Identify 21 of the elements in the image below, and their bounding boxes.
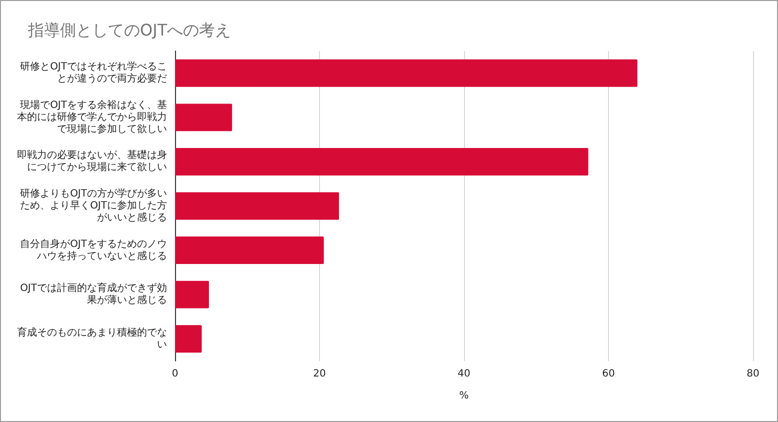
chart-title: 指導側としてのOJTへの考え <box>27 20 232 40</box>
bar <box>175 236 324 264</box>
bar <box>175 325 202 353</box>
bar <box>175 148 588 176</box>
y-tick-label: 研修とOJTではそれぞれ学べることが違うので両方必要だ <box>20 60 167 85</box>
x-axis-title: % <box>459 390 469 402</box>
x-tick-label: 80 <box>746 368 760 380</box>
y-tick-label: 即戦力の必要はないが、基礎は身につけてから現場に来て欲しい <box>17 149 167 174</box>
y-tick-label: 研修よりもOJTの方が学びが多いため、より早くOJTに参加した方がいいと感じる <box>20 188 167 224</box>
x-tick-label: 0 <box>172 368 178 380</box>
y-tick-label: 現場でOJTをする余裕はなく、基本的には研修で学んでから即戦力で現場に参加して欲しい <box>17 98 167 135</box>
x-tick-label: 40 <box>458 368 470 380</box>
y-tick-label: OJTでは計画的な育成ができず効果が薄いと感じる <box>20 282 167 306</box>
x-tick-label: 20 <box>313 368 326 380</box>
bar <box>175 59 638 87</box>
x-tick-label: 60 <box>602 368 615 380</box>
bar <box>175 192 340 220</box>
y-tick-label: 自分自身がOJTをするためのノウハウを持っていないと感じる <box>20 238 167 262</box>
bar <box>175 104 232 132</box>
y-tick-label: 育成そのものにあまり積極的でない <box>17 326 167 350</box>
bar <box>175 280 209 308</box>
